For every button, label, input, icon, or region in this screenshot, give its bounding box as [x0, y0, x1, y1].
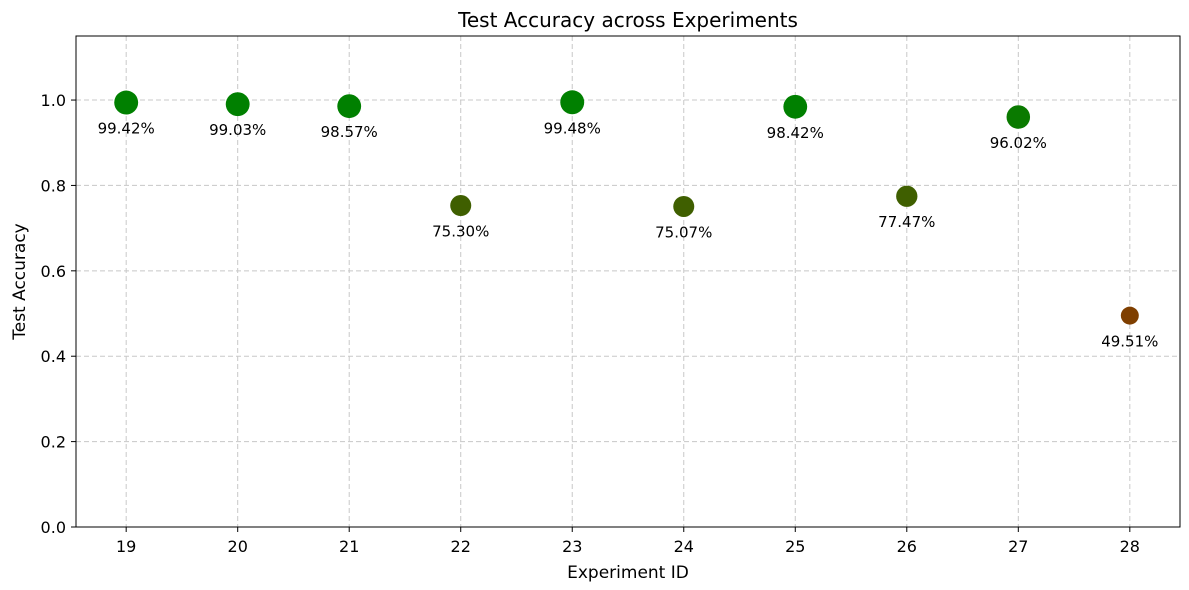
data-label: 99.03%: [209, 121, 266, 139]
data-point: [114, 90, 139, 115]
data-label: 98.42%: [767, 124, 824, 142]
y-tick-label: 0.4: [41, 347, 66, 366]
x-tick-label: 26: [897, 537, 917, 556]
x-tick-label: 24: [674, 537, 694, 556]
x-tick-label: 19: [116, 537, 136, 556]
chart-title: Test Accuracy across Experiments: [457, 8, 798, 32]
data-point: [225, 92, 250, 117]
data-point: [450, 194, 472, 217]
data-label: 99.48%: [544, 119, 601, 137]
x-tick-label: 21: [339, 537, 359, 556]
data-label: 75.07%: [655, 223, 712, 241]
data-point: [1006, 105, 1031, 129]
data-label: 98.57%: [321, 123, 378, 141]
y-tick-label: 0.0: [41, 518, 66, 537]
x-axis-label: Experiment ID: [567, 563, 689, 583]
data-point: [560, 90, 585, 115]
y-axis-ticks: 0.0 0.2 0.4 0.6 0.8 1.0: [41, 91, 76, 537]
data-point: [783, 94, 808, 119]
data-point: [1120, 306, 1139, 325]
x-tick-label: 22: [451, 537, 471, 556]
data-label: 99.42%: [98, 120, 155, 138]
x-tick-label: 20: [228, 537, 248, 556]
y-tick-label: 0.2: [41, 433, 66, 452]
data-label: 49.51%: [1101, 333, 1158, 351]
data-label: 77.47%: [878, 213, 935, 231]
y-tick-label: 1.0: [41, 91, 66, 110]
data-point: [337, 94, 362, 119]
x-tick-label: 27: [1008, 537, 1028, 556]
plot-frame: [75, 35, 1181, 528]
x-tick-label: 25: [785, 537, 805, 556]
y-tick-label: 0.8: [41, 176, 66, 195]
data-points: [114, 90, 1139, 325]
data-point: [896, 185, 918, 207]
data-label: 96.02%: [990, 134, 1047, 152]
data-labels: 99.42% 99.03% 98.57% 75.30% 99.48% 75.07% 98.4…: [98, 119, 1159, 350]
x-tick-label: 28: [1120, 537, 1140, 556]
x-axis-ticks: 19 20 21 22 23 24 25 26 27 28: [116, 527, 1140, 556]
data-label: 75.30%: [432, 223, 489, 241]
y-tick-label: 0.6: [41, 262, 66, 281]
y-axis-label: Test Accuracy: [10, 223, 30, 341]
x-tick-label: 23: [562, 537, 582, 556]
data-point: [673, 195, 695, 217]
